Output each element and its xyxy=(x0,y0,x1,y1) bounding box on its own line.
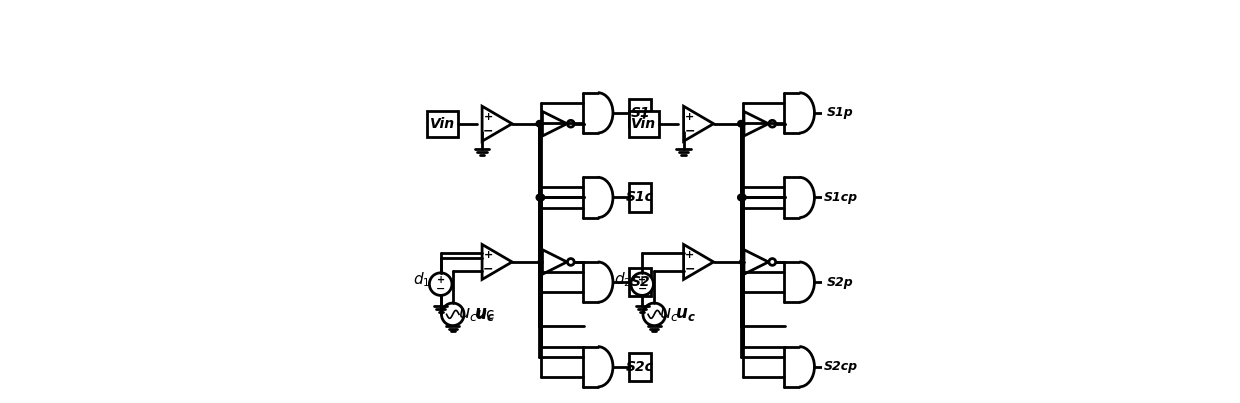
Circle shape xyxy=(538,194,544,201)
Circle shape xyxy=(738,194,744,201)
Text: $\mathbf{\mathit{u_c}}$: $\mathbf{\mathit{u_c}}$ xyxy=(660,305,680,323)
Text: −: − xyxy=(436,284,445,294)
Circle shape xyxy=(536,194,543,201)
Text: S1: S1 xyxy=(630,106,650,120)
Text: S2cp: S2cp xyxy=(823,360,858,373)
Text: +: + xyxy=(639,274,646,285)
FancyBboxPatch shape xyxy=(827,353,853,381)
Text: Vin: Vin xyxy=(430,117,455,131)
Circle shape xyxy=(740,259,746,265)
Circle shape xyxy=(441,303,464,326)
Text: $\mathbf{\mathit{u_c}}$: $\mathbf{\mathit{u_c}}$ xyxy=(458,305,479,323)
Text: $\bfit{u_c}$: $\bfit{u_c}$ xyxy=(474,305,495,323)
FancyBboxPatch shape xyxy=(428,111,458,137)
Text: S1c: S1c xyxy=(626,191,653,204)
Text: $\bfit{u}$c: $\bfit{u}$c xyxy=(475,307,495,322)
Polygon shape xyxy=(482,245,512,279)
FancyBboxPatch shape xyxy=(827,268,853,296)
FancyBboxPatch shape xyxy=(629,353,651,381)
Circle shape xyxy=(644,303,666,326)
Polygon shape xyxy=(482,106,512,141)
Circle shape xyxy=(429,273,451,295)
Text: −: − xyxy=(684,262,696,275)
FancyBboxPatch shape xyxy=(629,111,660,137)
Polygon shape xyxy=(744,250,769,274)
Circle shape xyxy=(769,120,776,127)
Text: +: + xyxy=(484,112,494,122)
Circle shape xyxy=(769,259,776,265)
FancyBboxPatch shape xyxy=(629,99,651,127)
Circle shape xyxy=(536,120,543,127)
FancyBboxPatch shape xyxy=(629,183,651,212)
Text: Vin: Vin xyxy=(631,117,656,131)
Circle shape xyxy=(740,194,746,201)
Polygon shape xyxy=(683,106,713,141)
Polygon shape xyxy=(683,245,713,279)
Text: −: − xyxy=(637,284,647,294)
FancyBboxPatch shape xyxy=(629,268,651,296)
Text: S2c: S2c xyxy=(626,360,653,374)
Polygon shape xyxy=(542,250,567,274)
Text: −: − xyxy=(484,124,494,137)
Text: $d_1$: $d_1$ xyxy=(413,271,430,289)
Circle shape xyxy=(631,273,653,295)
Polygon shape xyxy=(744,112,769,136)
Text: +: + xyxy=(484,250,494,260)
Text: S2: S2 xyxy=(630,275,650,289)
Text: −: − xyxy=(684,124,696,137)
Text: $d_2$: $d_2$ xyxy=(614,271,631,289)
FancyBboxPatch shape xyxy=(827,183,853,212)
Text: +: + xyxy=(436,274,445,285)
FancyBboxPatch shape xyxy=(827,99,853,127)
Circle shape xyxy=(538,259,544,265)
Text: S1cp: S1cp xyxy=(823,191,858,204)
Circle shape xyxy=(738,120,744,127)
Text: +: + xyxy=(686,250,694,260)
Text: −: − xyxy=(484,262,494,275)
Circle shape xyxy=(568,120,574,127)
Text: +: + xyxy=(686,112,694,122)
Text: S2p: S2p xyxy=(827,276,854,289)
Polygon shape xyxy=(542,112,567,136)
Text: S1p: S1p xyxy=(827,106,854,119)
Text: $\bfit{u_c}$: $\bfit{u_c}$ xyxy=(676,305,696,323)
Circle shape xyxy=(568,259,574,265)
